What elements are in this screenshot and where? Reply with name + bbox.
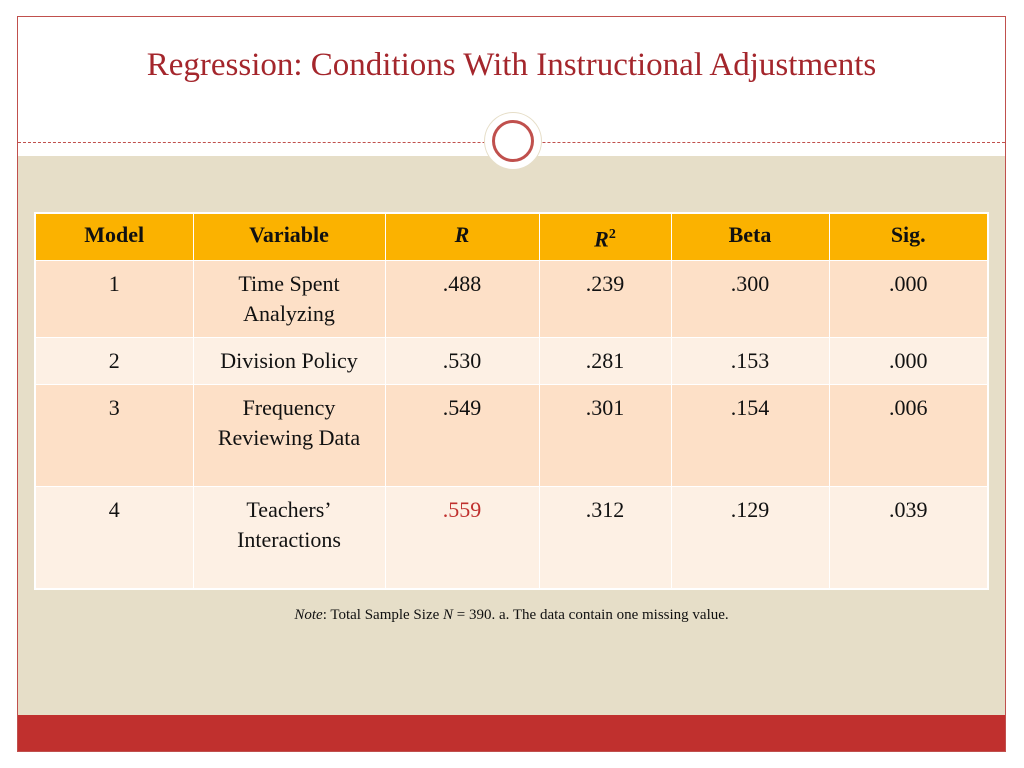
cell-sig: .000 bbox=[828, 260, 989, 339]
cell-r: .488 bbox=[384, 260, 540, 339]
cell-r2: .281 bbox=[538, 337, 672, 386]
cell-sig: .006 bbox=[828, 384, 989, 488]
cell-variable: Teachers’ Interactions bbox=[192, 486, 386, 590]
cell-beta: .154 bbox=[670, 384, 830, 488]
header-r-squared: R2 bbox=[538, 212, 672, 262]
cell-model: 4 bbox=[34, 486, 194, 590]
cell-r2: .312 bbox=[538, 486, 672, 590]
cell-beta: .300 bbox=[670, 260, 830, 339]
slide-title: Regression: Conditions With Instructiona… bbox=[146, 47, 877, 83]
cell-sig: .039 bbox=[828, 486, 989, 590]
footer-bar bbox=[18, 715, 1005, 751]
cell-variable: Time Spent Analyzing bbox=[192, 260, 386, 339]
cell-r2: .301 bbox=[538, 384, 672, 488]
cell-r: .530 bbox=[384, 337, 540, 386]
cell-variable: Division Policy bbox=[192, 337, 386, 386]
table-row: 4 Teachers’ Interactions .559 .312 .129 … bbox=[34, 486, 989, 590]
cell-model: 1 bbox=[34, 260, 194, 339]
cell-r2: .239 bbox=[538, 260, 672, 339]
header-r2-base: R bbox=[594, 226, 609, 252]
regression-table: Model Variable R R2 Beta Sig. 1 Time Spe… bbox=[34, 212, 989, 590]
cell-sig: .000 bbox=[828, 337, 989, 386]
cell-model: 2 bbox=[34, 337, 194, 386]
header-sig: Sig. bbox=[828, 212, 989, 262]
note-label: Note bbox=[294, 607, 323, 623]
header-model: Model bbox=[34, 212, 194, 262]
table-row: 3 Frequency Reviewing Data .549 .301 .15… bbox=[34, 384, 989, 488]
cell-r-highlighted: .559 bbox=[384, 486, 540, 590]
cell-beta: .153 bbox=[670, 337, 830, 386]
cell-beta: .129 bbox=[670, 486, 830, 590]
header-beta: Beta bbox=[670, 212, 830, 262]
table-header-row: Model Variable R R2 Beta Sig. bbox=[34, 212, 989, 262]
circle-ornament-icon bbox=[485, 113, 541, 169]
header-r2-sup: 2 bbox=[608, 227, 616, 242]
cell-r: .549 bbox=[384, 384, 540, 488]
cell-model: 3 bbox=[34, 384, 194, 488]
table-row: 1 Time Spent Analyzing .488 .239 .300 .0… bbox=[34, 260, 989, 339]
note-text-before: : Total Sample Size bbox=[322, 607, 444, 623]
header-r: R bbox=[384, 212, 540, 262]
note-n-symbol: N bbox=[443, 607, 454, 623]
slide-frame: Regression: Conditions With Instructiona… bbox=[17, 16, 1006, 752]
ornament-ring bbox=[492, 120, 534, 162]
cell-variable: Frequency Reviewing Data bbox=[192, 384, 386, 488]
table-note: Note: Total Sample Size N = 390. a. The … bbox=[18, 607, 1005, 624]
header-variable: Variable bbox=[192, 212, 386, 262]
table-row: 2 Division Policy .530 .281 .153 .000 bbox=[34, 337, 989, 386]
note-text-after: = 390. a. The data contain one missing v… bbox=[453, 607, 729, 623]
